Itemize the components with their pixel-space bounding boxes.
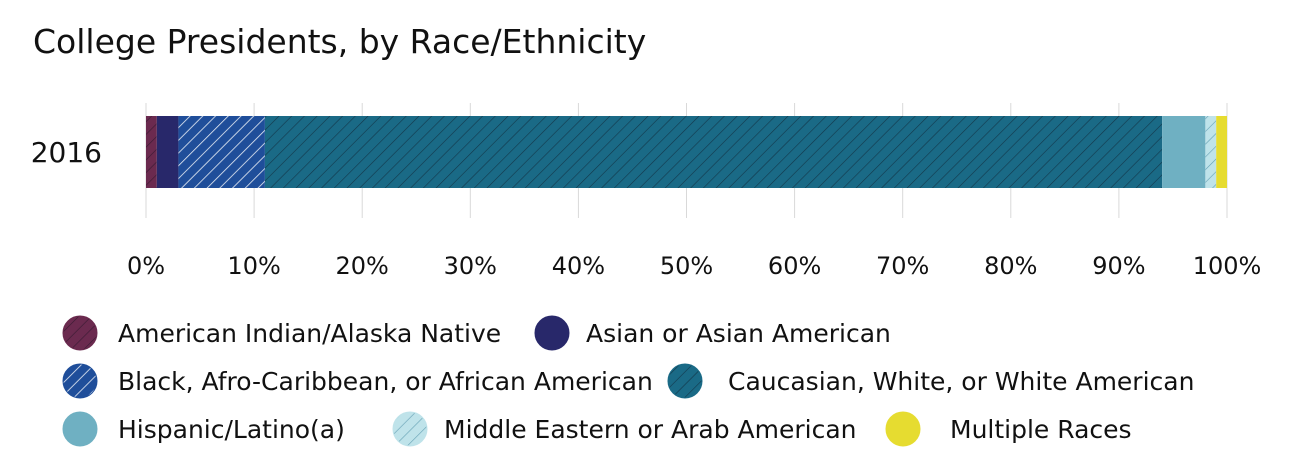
legend-swatch: [534, 315, 570, 351]
category-label: 2016: [31, 136, 102, 169]
legend-item-black-afro-caribbean-or-african-american: Black, Afro-Caribbean, or African Americ…: [62, 363, 653, 399]
legend-label: American Indian/Alaska Native: [118, 319, 501, 348]
tick-label-10: 10%: [227, 252, 280, 280]
legend-item-caucasian-white-or-white-american: Caucasian, White, or White American: [667, 363, 1194, 399]
legend-label: Multiple Races: [950, 415, 1132, 444]
legend-label: Hispanic/Latino(a): [118, 415, 345, 444]
legend-label: Caucasian, White, or White American: [728, 367, 1194, 396]
tick-label-50: 50%: [660, 252, 713, 280]
tick-label-90: 90%: [1092, 252, 1145, 280]
legend-swatch: [392, 411, 428, 447]
bar-segment-black-afro-caribbean-or-african-american: [178, 116, 265, 188]
legend-swatch: [62, 411, 98, 447]
bar-segment-asian-or-asian-american: [156, 116, 179, 188]
tick-label-70: 70%: [876, 252, 929, 280]
legend-swatch: [62, 363, 98, 399]
bar-segment-american-indian-alaska-native: [146, 116, 157, 188]
legend-swatch: [62, 315, 98, 351]
category-labels: 2016: [31, 136, 102, 169]
bar-segment-middle-eastern-or-arab-american: [1205, 116, 1217, 188]
tick-label-40: 40%: [552, 252, 605, 280]
legend-swatch: [667, 363, 703, 399]
legend-label: Asian or Asian American: [586, 319, 891, 348]
bar-segment-caucasian-white-or-white-american: [264, 116, 1163, 188]
bar-segment-multiple-races: [1216, 116, 1227, 188]
tick-label-20: 20%: [336, 252, 389, 280]
legend: American Indian/Alaska Native Asian or As…: [62, 315, 1194, 447]
tick-label-30: 30%: [444, 252, 497, 280]
tick-label-0: 0%: [127, 252, 165, 280]
tick-label-100: 100%: [1193, 252, 1262, 280]
legend-item-multiple-races: Multiple Races: [885, 411, 1132, 447]
bars: [146, 116, 1227, 188]
legend-item-asian-or-asian-american: Asian or Asian American: [534, 315, 891, 351]
legend-item-middle-eastern-or-arab-american: Middle Eastern or Arab American: [392, 411, 857, 447]
tick-label-80: 80%: [984, 252, 1037, 280]
legend-item-hispanic-latino-a: Hispanic/Latino(a): [62, 411, 345, 447]
legend-label: Middle Eastern or Arab American: [444, 415, 857, 444]
legend-item-american-indian-alaska-native: American Indian/Alaska Native: [62, 315, 501, 351]
bar-segment-hispanic-latino-a: [1162, 116, 1206, 188]
legend-label: Black, Afro-Caribbean, or African Americ…: [118, 367, 653, 396]
chart-title: College Presidents, by Race/Ethnicity: [33, 22, 646, 61]
legend-swatch: [885, 411, 921, 447]
x-axis-ticks: 0% 10% 20% 30% 40% 50% 60% 70% 80% 90% 100%: [127, 252, 1261, 280]
tick-label-60: 60%: [768, 252, 821, 280]
